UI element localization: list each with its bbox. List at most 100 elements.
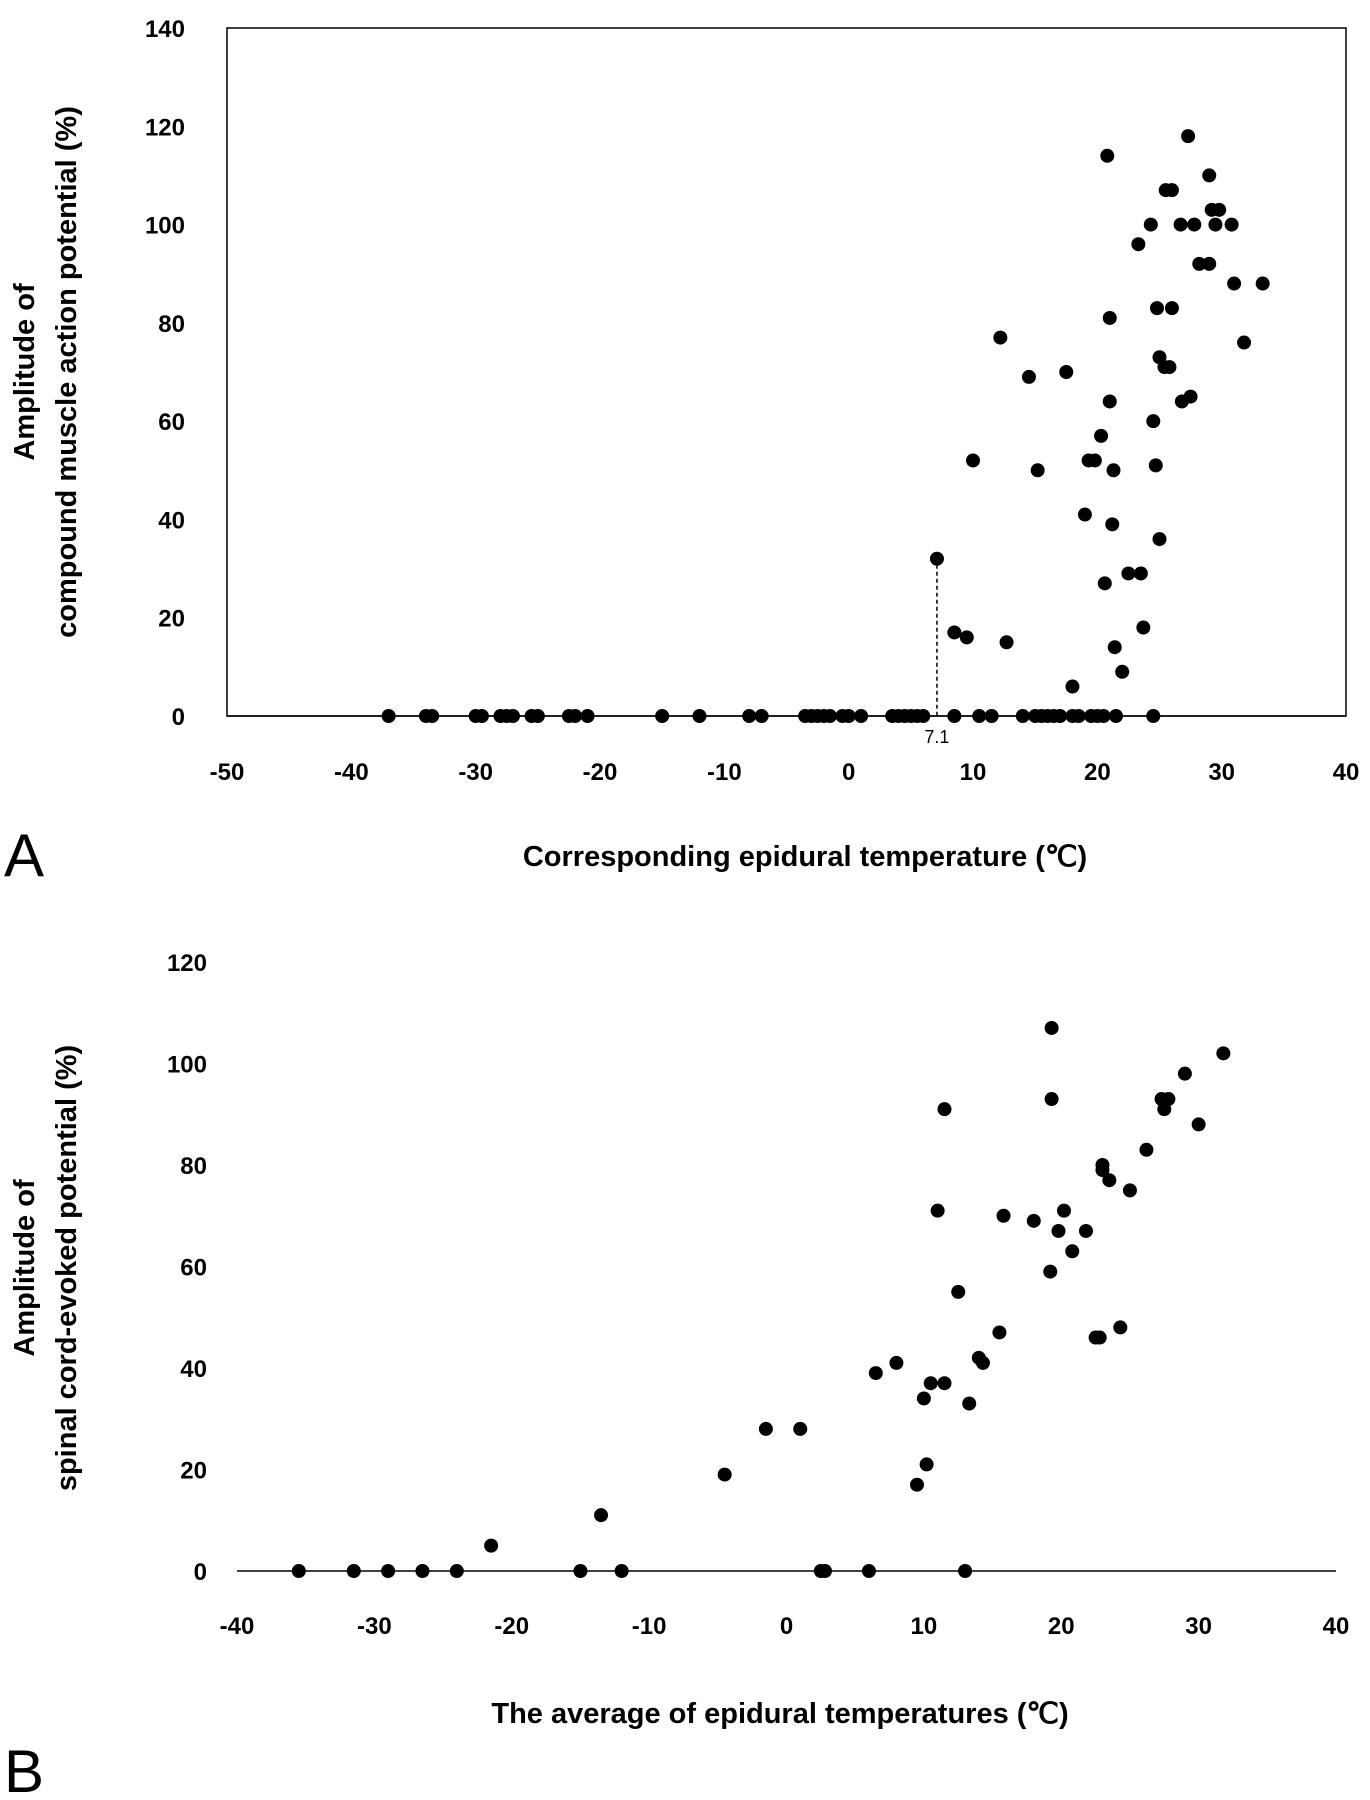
panel-b-y-tick-label: 100 xyxy=(167,1052,207,1079)
panel-b-x-tick-label: -10 xyxy=(632,1613,667,1640)
panel-a-data-point xyxy=(966,453,980,468)
panel-a-data-point xyxy=(841,709,856,723)
panel-a-letter: A xyxy=(4,822,44,889)
panel-a-x-ticks: -50 -40 -30 -20 -10 0 10 20 30 40 xyxy=(210,759,1360,786)
panel-a-data-point xyxy=(1021,369,1036,384)
panel-a-data-point xyxy=(1162,360,1177,375)
panel-a-x-tick-label: -20 xyxy=(583,759,618,786)
panel-b-data-point xyxy=(1113,1320,1128,1335)
panel-a-data-point xyxy=(1202,168,1217,183)
panel-b-x-tick-label: 30 xyxy=(1185,1613,1212,1640)
panel-b-data-point xyxy=(937,1102,952,1117)
panel-a-data-point xyxy=(1224,217,1239,232)
panel-b-data-point xyxy=(291,1564,306,1578)
panel-a-data-point xyxy=(568,709,583,723)
panel-a-plot-area xyxy=(226,27,1347,717)
panel-a-data-point xyxy=(1164,183,1179,198)
panel-a-data-point xyxy=(823,709,838,723)
panel-b-data-point xyxy=(996,1208,1011,1223)
panel-b-xlabel: The average of epidural temperatures (℃) xyxy=(491,1698,1068,1730)
panel-b-data-point xyxy=(573,1564,588,1578)
panel-b-x-tick-label: -30 xyxy=(357,1613,392,1640)
panel-a-x-tick-label: -40 xyxy=(334,759,369,786)
panel-a-annotation: 7.1 xyxy=(924,564,949,747)
panel-a-data-point xyxy=(1102,394,1117,409)
panel-a-y-tick-label: 20 xyxy=(158,606,185,633)
panel-a-data-point xyxy=(1100,148,1115,163)
panel-a-data-point xyxy=(1015,709,1030,723)
panel-b-y-tick-label: 0 xyxy=(194,1559,207,1586)
panel-b-y-tick-label: 80 xyxy=(180,1153,207,1180)
panel-b-data-point xyxy=(958,1564,973,1578)
panel-a-ylabel-line1: Amplitude of xyxy=(9,283,41,461)
panel-b-data-point xyxy=(1216,1046,1231,1061)
panel-b-data-point xyxy=(1026,1213,1041,1228)
panel-a-x-tick-label: 10 xyxy=(960,759,987,786)
panel-a-chart: 0 20 40 60 80 100 120 140 -50 -40 -30 -20 -10 0 10 20 3… xyxy=(4,16,1359,889)
panel-b-data-point xyxy=(923,1376,938,1391)
panel-a-data-point xyxy=(929,551,944,566)
panel-b-data-point xyxy=(1044,1020,1059,1035)
panel-b-data-point xyxy=(937,1376,952,1391)
panel-a-data-point xyxy=(1227,276,1242,291)
panel-a-data-point xyxy=(1065,679,1080,694)
panel-b-x-tick-label: 0 xyxy=(780,1613,793,1640)
panel-b-y-tick-label: 20 xyxy=(180,1458,207,1485)
panel-b-x-tick-label: -20 xyxy=(494,1613,529,1640)
panel-a-data-point xyxy=(505,709,520,723)
panel-b-data-point xyxy=(1161,1092,1176,1107)
panel-a-data-point xyxy=(1192,256,1207,271)
panel-a-x-tick-label: 20 xyxy=(1084,759,1111,786)
panel-a-data-point xyxy=(1146,709,1161,723)
panel-a-x-tick-label: 30 xyxy=(1208,759,1235,786)
panel-b-data-point xyxy=(758,1421,773,1436)
panel-a-data-point xyxy=(1202,256,1217,271)
panel-b-y-tick-label: 60 xyxy=(180,1255,207,1282)
panel-a-data-point xyxy=(1102,310,1117,325)
panel-b-ylabel-line2: spinal cord-evoked potential (%) xyxy=(51,1045,83,1491)
panel-a-x-tick-label: 0 xyxy=(842,759,855,786)
panel-a-data-point xyxy=(530,709,545,723)
panel-b-data-point xyxy=(1065,1244,1080,1259)
panel-a-data-point xyxy=(1152,532,1167,547)
panel-a-y-ticks: 0 20 40 60 80 100 120 140 xyxy=(145,16,185,731)
panel-a-data-point xyxy=(1094,428,1109,443)
panel-a-data-point xyxy=(754,709,769,723)
panel-b-data-point xyxy=(910,1477,925,1492)
panel-a-data-point xyxy=(1187,217,1202,232)
panel-a-data-point xyxy=(1108,709,1123,723)
panel-a-data-point xyxy=(1087,453,1102,468)
panel-b-data-point xyxy=(962,1396,977,1411)
panel-a-xlabel: Corresponding epidural temperature (℃) xyxy=(523,841,1087,873)
panel-a-data-point xyxy=(854,709,869,723)
panel-a-data-point xyxy=(959,630,974,645)
panel-a-data-point xyxy=(1212,202,1227,217)
panel-a-threshold-label: 7.1 xyxy=(924,727,949,747)
panel-a-y-tick-label: 40 xyxy=(158,507,185,534)
panel-a-data-point xyxy=(1106,463,1121,478)
panel-a-data-point xyxy=(474,709,489,723)
panel-b-data-point xyxy=(1191,1117,1206,1132)
panel-a-data-point xyxy=(692,709,707,723)
panel-b-data-point xyxy=(817,1564,832,1578)
panel-a-ylabel-line2: compound muscle action potential (%) xyxy=(51,106,83,638)
panel-a-data-point xyxy=(1146,414,1161,429)
panel-a-data-point xyxy=(999,635,1014,650)
panel-a-data-point xyxy=(1105,517,1120,532)
panel-b-x-tick-label: 20 xyxy=(1048,1613,1075,1640)
panel-a-data-point xyxy=(1059,365,1074,379)
panel-a-data-point xyxy=(1131,237,1146,252)
panel-b-data-point xyxy=(614,1564,629,1578)
panel-a-data-point xyxy=(1133,566,1148,581)
panel-b-data-point xyxy=(916,1391,931,1406)
panel-b-x-ticks: -40 -30 -20 -10 0 10 20 30 40 xyxy=(220,1613,1350,1640)
panel-a-data-point xyxy=(1237,335,1252,350)
panel-b-data-point xyxy=(975,1355,990,1370)
panel-b-data-point xyxy=(1095,1158,1110,1172)
panel-a-data-point xyxy=(1136,620,1151,635)
panel-a-data-point xyxy=(1107,640,1122,655)
panel-a-data-point xyxy=(947,709,962,723)
panel-a-data-point xyxy=(1255,276,1270,291)
panel-a-x-tick-label: -30 xyxy=(458,759,493,786)
